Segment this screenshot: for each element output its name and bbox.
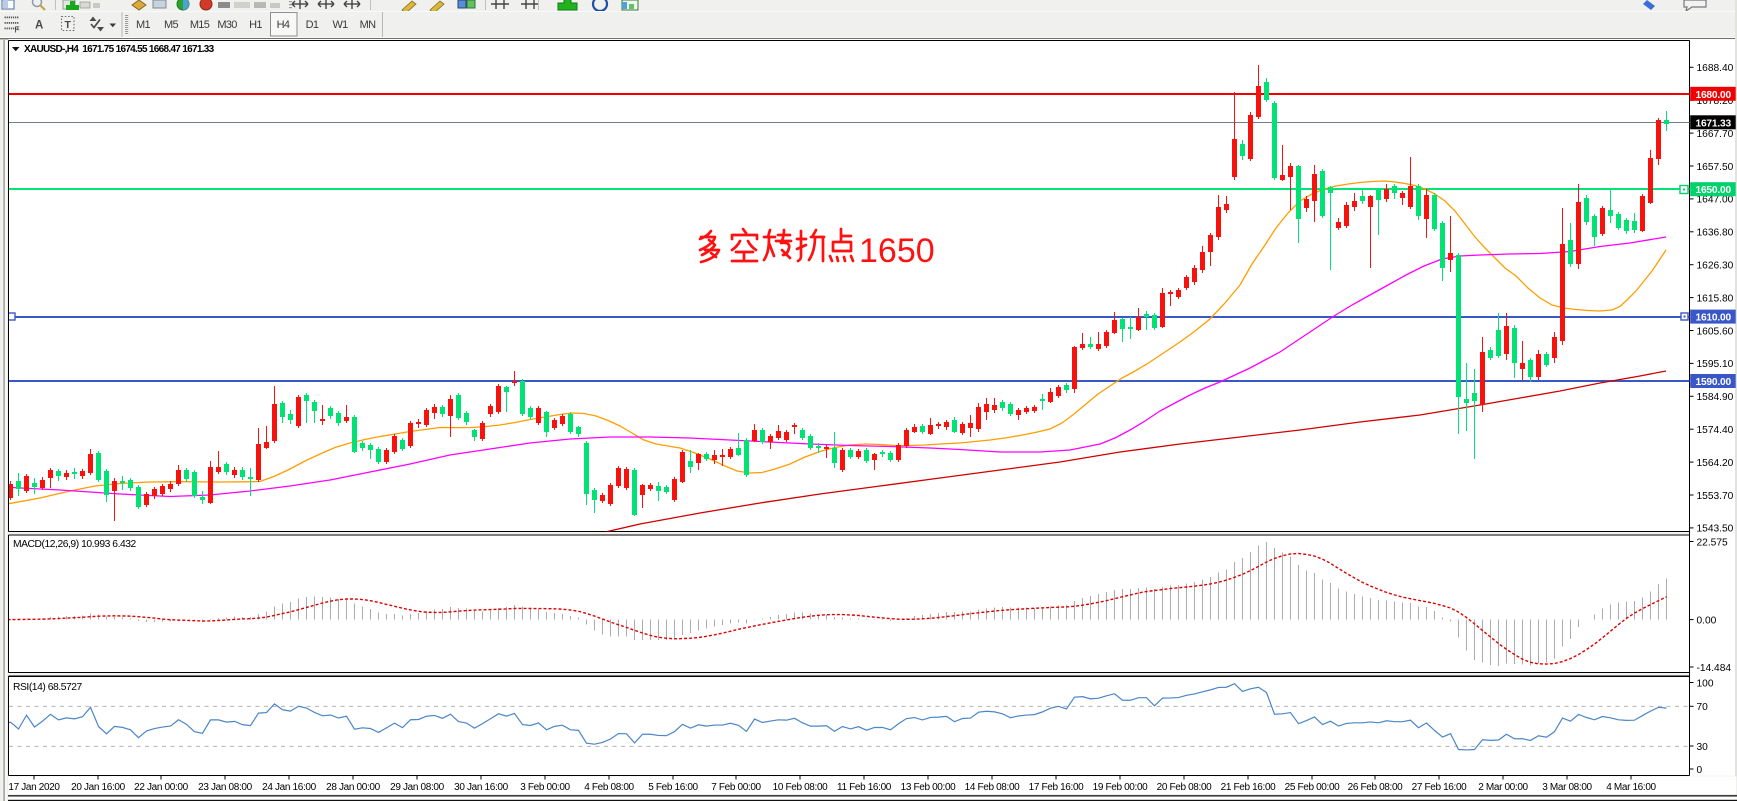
svg-text:4 Feb 08:00: 4 Feb 08:00 [584, 782, 634, 793]
svg-text:1650: 1650 [859, 232, 935, 270]
svg-text:0: 0 [1697, 765, 1703, 776]
svg-text:M5: M5 [164, 19, 178, 31]
svg-text:70: 70 [1697, 702, 1709, 713]
svg-text:M15: M15 [190, 19, 210, 31]
svg-text:22.575: 22.575 [1697, 537, 1728, 548]
svg-text:7 Feb 00:00: 7 Feb 00:00 [711, 782, 761, 793]
svg-text:20 Feb 08:00: 20 Feb 08:00 [1157, 782, 1213, 793]
svg-text:T: T [65, 19, 72, 31]
svg-text:17 Jan 2020: 17 Jan 2020 [8, 782, 60, 793]
svg-text:1605.60: 1605.60 [1697, 326, 1734, 337]
svg-text:1671.33: 1671.33 [1696, 118, 1732, 129]
svg-text:27 Feb 16:00: 27 Feb 16:00 [1412, 782, 1468, 793]
svg-text:0.00: 0.00 [1697, 615, 1717, 626]
svg-text:M1: M1 [136, 19, 150, 31]
svg-text:1636.80: 1636.80 [1697, 228, 1734, 239]
svg-text:1610.00: 1610.00 [1696, 313, 1732, 324]
svg-text:3 Mar 08:00: 3 Mar 08:00 [1542, 782, 1592, 793]
svg-text:22 Jan 00:00: 22 Jan 00:00 [134, 782, 188, 793]
svg-text:1647.00: 1647.00 [1697, 195, 1734, 206]
svg-text:M30: M30 [217, 19, 237, 31]
svg-text:1615.80: 1615.80 [1697, 293, 1734, 304]
svg-text:1680.00: 1680.00 [1696, 90, 1732, 101]
svg-text:H1: H1 [249, 19, 262, 31]
svg-text:1657.50: 1657.50 [1697, 162, 1734, 173]
svg-text:25 Feb 00:00: 25 Feb 00:00 [1285, 782, 1341, 793]
svg-text:20 Jan 16:00: 20 Jan 16:00 [71, 782, 125, 793]
svg-text:W1: W1 [332, 19, 348, 31]
svg-text:1590.00: 1590.00 [1696, 377, 1732, 388]
svg-text:1688.40: 1688.40 [1697, 63, 1734, 74]
svg-text:13 Feb 00:00: 13 Feb 00:00 [901, 782, 957, 793]
svg-text:30 Jan 16:00: 30 Jan 16:00 [454, 782, 508, 793]
svg-text:17 Feb 16:00: 17 Feb 16:00 [1029, 782, 1085, 793]
svg-text:1543.50: 1543.50 [1697, 524, 1734, 535]
svg-text:5 Feb 16:00: 5 Feb 16:00 [648, 782, 698, 793]
svg-text:RSI(14) 68.5727: RSI(14) 68.5727 [13, 682, 83, 693]
svg-text:D1: D1 [306, 19, 319, 31]
svg-text:MACD(12,26,9) 10.993 6.432: MACD(12,26,9) 10.993 6.432 [13, 539, 137, 550]
svg-text:21 Feb 16:00: 21 Feb 16:00 [1221, 782, 1277, 793]
svg-text:4 Mar 16:00: 4 Mar 16:00 [1606, 782, 1656, 793]
svg-text:24 Jan 16:00: 24 Jan 16:00 [262, 782, 316, 793]
svg-text:3 Feb 00:00: 3 Feb 00:00 [520, 782, 570, 793]
svg-text:MN: MN [360, 19, 376, 31]
svg-text:H4: H4 [277, 19, 290, 31]
svg-text:1553.70: 1553.70 [1697, 491, 1734, 502]
svg-text:14 Feb 08:00: 14 Feb 08:00 [965, 782, 1021, 793]
svg-text:-14.484: -14.484 [1697, 663, 1732, 674]
svg-text:1584.90: 1584.90 [1697, 392, 1734, 403]
svg-text:23 Jan 08:00: 23 Jan 08:00 [198, 782, 252, 793]
svg-text:1626.30: 1626.30 [1697, 261, 1734, 272]
svg-text:30: 30 [1697, 742, 1709, 753]
svg-text:10 Feb 08:00: 10 Feb 08:00 [773, 782, 829, 793]
svg-text:1595.10: 1595.10 [1697, 359, 1734, 370]
svg-text:F: F [15, 25, 20, 35]
svg-text:19 Feb 00:00: 19 Feb 00:00 [1093, 782, 1149, 793]
svg-text:26 Feb 08:00: 26 Feb 08:00 [1348, 782, 1404, 793]
svg-text:100: 100 [1697, 678, 1714, 689]
svg-text:1564.20: 1564.20 [1697, 458, 1734, 469]
svg-text:1667.70: 1667.70 [1697, 129, 1734, 140]
svg-text:1574.40: 1574.40 [1697, 425, 1734, 436]
svg-text:XAUUSD-,H4 1671.75 1674.55 16: XAUUSD-,H4 1671.75 1674.55 1668.47 1671.… [24, 44, 215, 55]
svg-text:28 Jan 00:00: 28 Jan 00:00 [326, 782, 380, 793]
svg-text:2 Mar 00:00: 2 Mar 00:00 [1478, 782, 1528, 793]
svg-text:11 Feb 16:00: 11 Feb 16:00 [837, 782, 892, 793]
svg-text:1678.20: 1678.20 [1697, 96, 1734, 107]
svg-text:29 Jan 08:00: 29 Jan 08:00 [390, 782, 444, 793]
svg-text:A: A [35, 20, 43, 32]
svg-text:1650.00: 1650.00 [1696, 185, 1732, 196]
